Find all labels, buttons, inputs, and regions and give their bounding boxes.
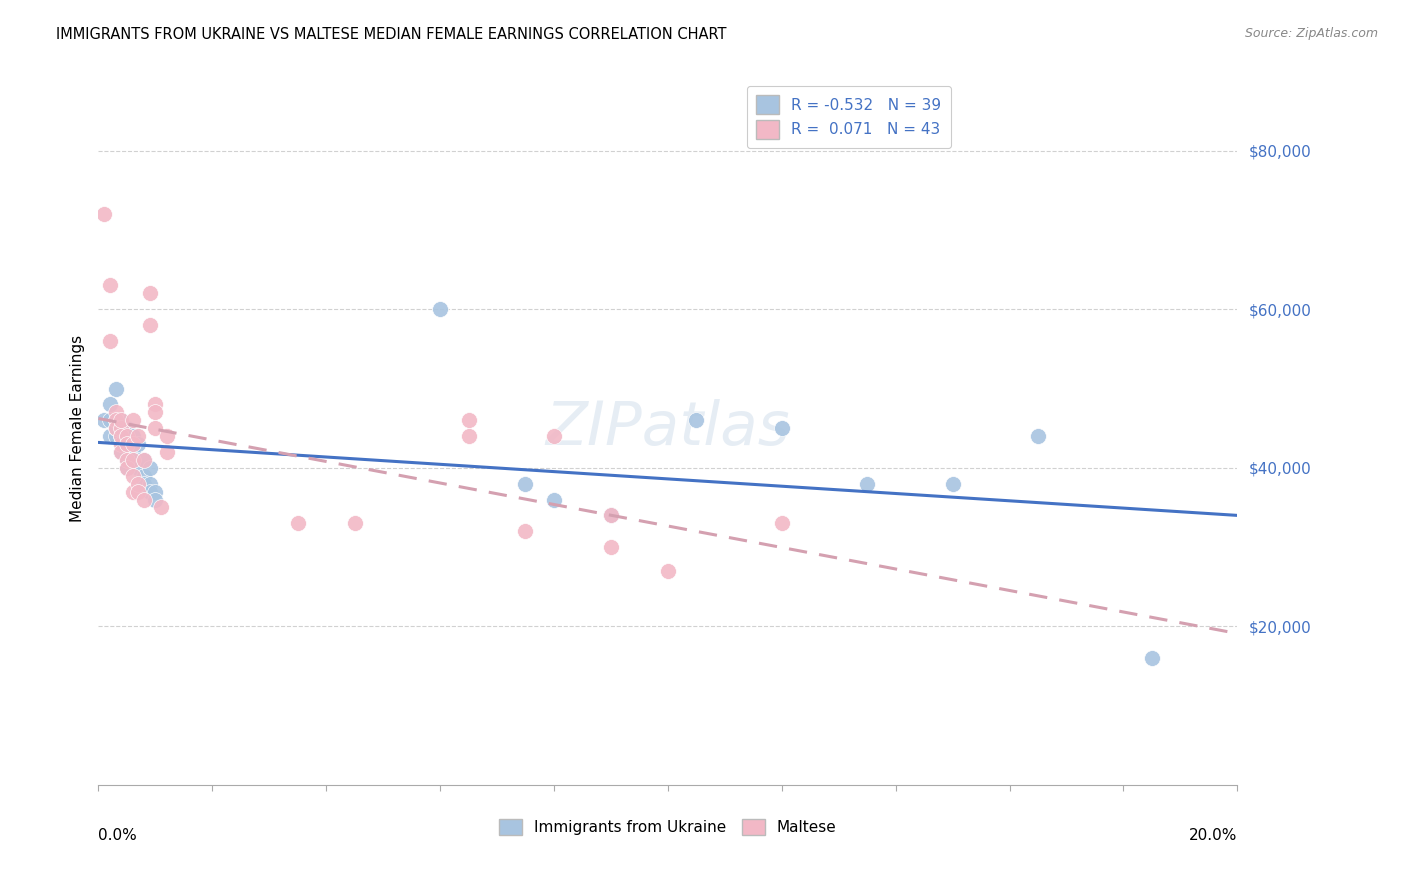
Point xyxy=(115,460,138,475)
Point xyxy=(132,453,155,467)
Point xyxy=(115,421,138,435)
Point xyxy=(110,413,132,427)
Point xyxy=(121,413,143,427)
Point xyxy=(127,429,149,443)
Point xyxy=(770,421,793,435)
Point xyxy=(104,421,127,435)
Point xyxy=(138,318,160,332)
Text: ZIPatlas: ZIPatlas xyxy=(546,399,790,458)
Text: 20.0%: 20.0% xyxy=(1189,828,1237,843)
Point xyxy=(104,413,127,427)
Point xyxy=(132,453,155,467)
Point xyxy=(145,397,167,411)
Point xyxy=(121,453,143,467)
Point xyxy=(132,468,155,483)
Point xyxy=(121,437,143,451)
Point xyxy=(110,429,132,443)
Point xyxy=(115,437,138,451)
Point xyxy=(600,508,623,523)
Point xyxy=(132,492,155,507)
Point xyxy=(98,278,121,293)
Point xyxy=(121,484,143,499)
Point xyxy=(770,516,793,531)
Point xyxy=(115,429,138,443)
Point xyxy=(132,476,155,491)
Legend: Immigrants from Ukraine, Maltese: Immigrants from Ukraine, Maltese xyxy=(494,814,842,841)
Point xyxy=(104,429,127,443)
Point xyxy=(121,445,143,459)
Point xyxy=(110,421,132,435)
Point xyxy=(121,468,143,483)
Point xyxy=(145,405,167,419)
Point xyxy=(98,334,121,348)
Point xyxy=(138,484,160,499)
Point xyxy=(942,476,965,491)
Point xyxy=(98,429,121,443)
Point xyxy=(543,492,565,507)
Point xyxy=(145,421,167,435)
Text: Source: ZipAtlas.com: Source: ZipAtlas.com xyxy=(1244,27,1378,40)
Point xyxy=(98,397,121,411)
Point xyxy=(457,413,479,427)
Point xyxy=(156,445,179,459)
Y-axis label: Median Female Earnings: Median Female Earnings xyxy=(69,334,84,522)
Point xyxy=(121,429,143,443)
Point xyxy=(1140,651,1163,665)
Point xyxy=(515,524,537,539)
Point xyxy=(110,437,132,451)
Point xyxy=(685,413,707,427)
Point xyxy=(127,476,149,491)
Point xyxy=(127,484,149,499)
Point xyxy=(600,508,623,523)
Point xyxy=(104,405,127,419)
Point xyxy=(104,413,127,427)
Point xyxy=(457,429,479,443)
Point xyxy=(150,500,173,515)
Point xyxy=(515,476,537,491)
Point xyxy=(121,453,143,467)
Point xyxy=(138,476,160,491)
Point xyxy=(156,429,179,443)
Point xyxy=(145,492,167,507)
Point xyxy=(115,453,138,467)
Point xyxy=(600,540,623,554)
Text: 0.0%: 0.0% xyxy=(98,828,138,843)
Point xyxy=(287,516,309,531)
Point xyxy=(145,484,167,499)
Text: IMMIGRANTS FROM UKRAINE VS MALTESE MEDIAN FEMALE EARNINGS CORRELATION CHART: IMMIGRANTS FROM UKRAINE VS MALTESE MEDIA… xyxy=(56,27,727,42)
Point xyxy=(110,445,132,459)
Point xyxy=(110,429,132,443)
Point xyxy=(93,413,115,427)
Point xyxy=(115,453,138,467)
Point xyxy=(104,421,127,435)
Point xyxy=(115,437,138,451)
Point xyxy=(104,382,127,396)
Point xyxy=(110,413,132,427)
Point xyxy=(138,460,160,475)
Point xyxy=(138,286,160,301)
Point xyxy=(127,460,149,475)
Point xyxy=(127,437,149,451)
Point xyxy=(98,413,121,427)
Point xyxy=(115,460,138,475)
Point xyxy=(343,516,366,531)
Point xyxy=(856,476,879,491)
Point xyxy=(93,207,115,221)
Point xyxy=(110,445,132,459)
Point xyxy=(110,437,132,451)
Point xyxy=(657,564,679,578)
Point xyxy=(429,302,451,317)
Point xyxy=(1026,429,1049,443)
Point xyxy=(543,429,565,443)
